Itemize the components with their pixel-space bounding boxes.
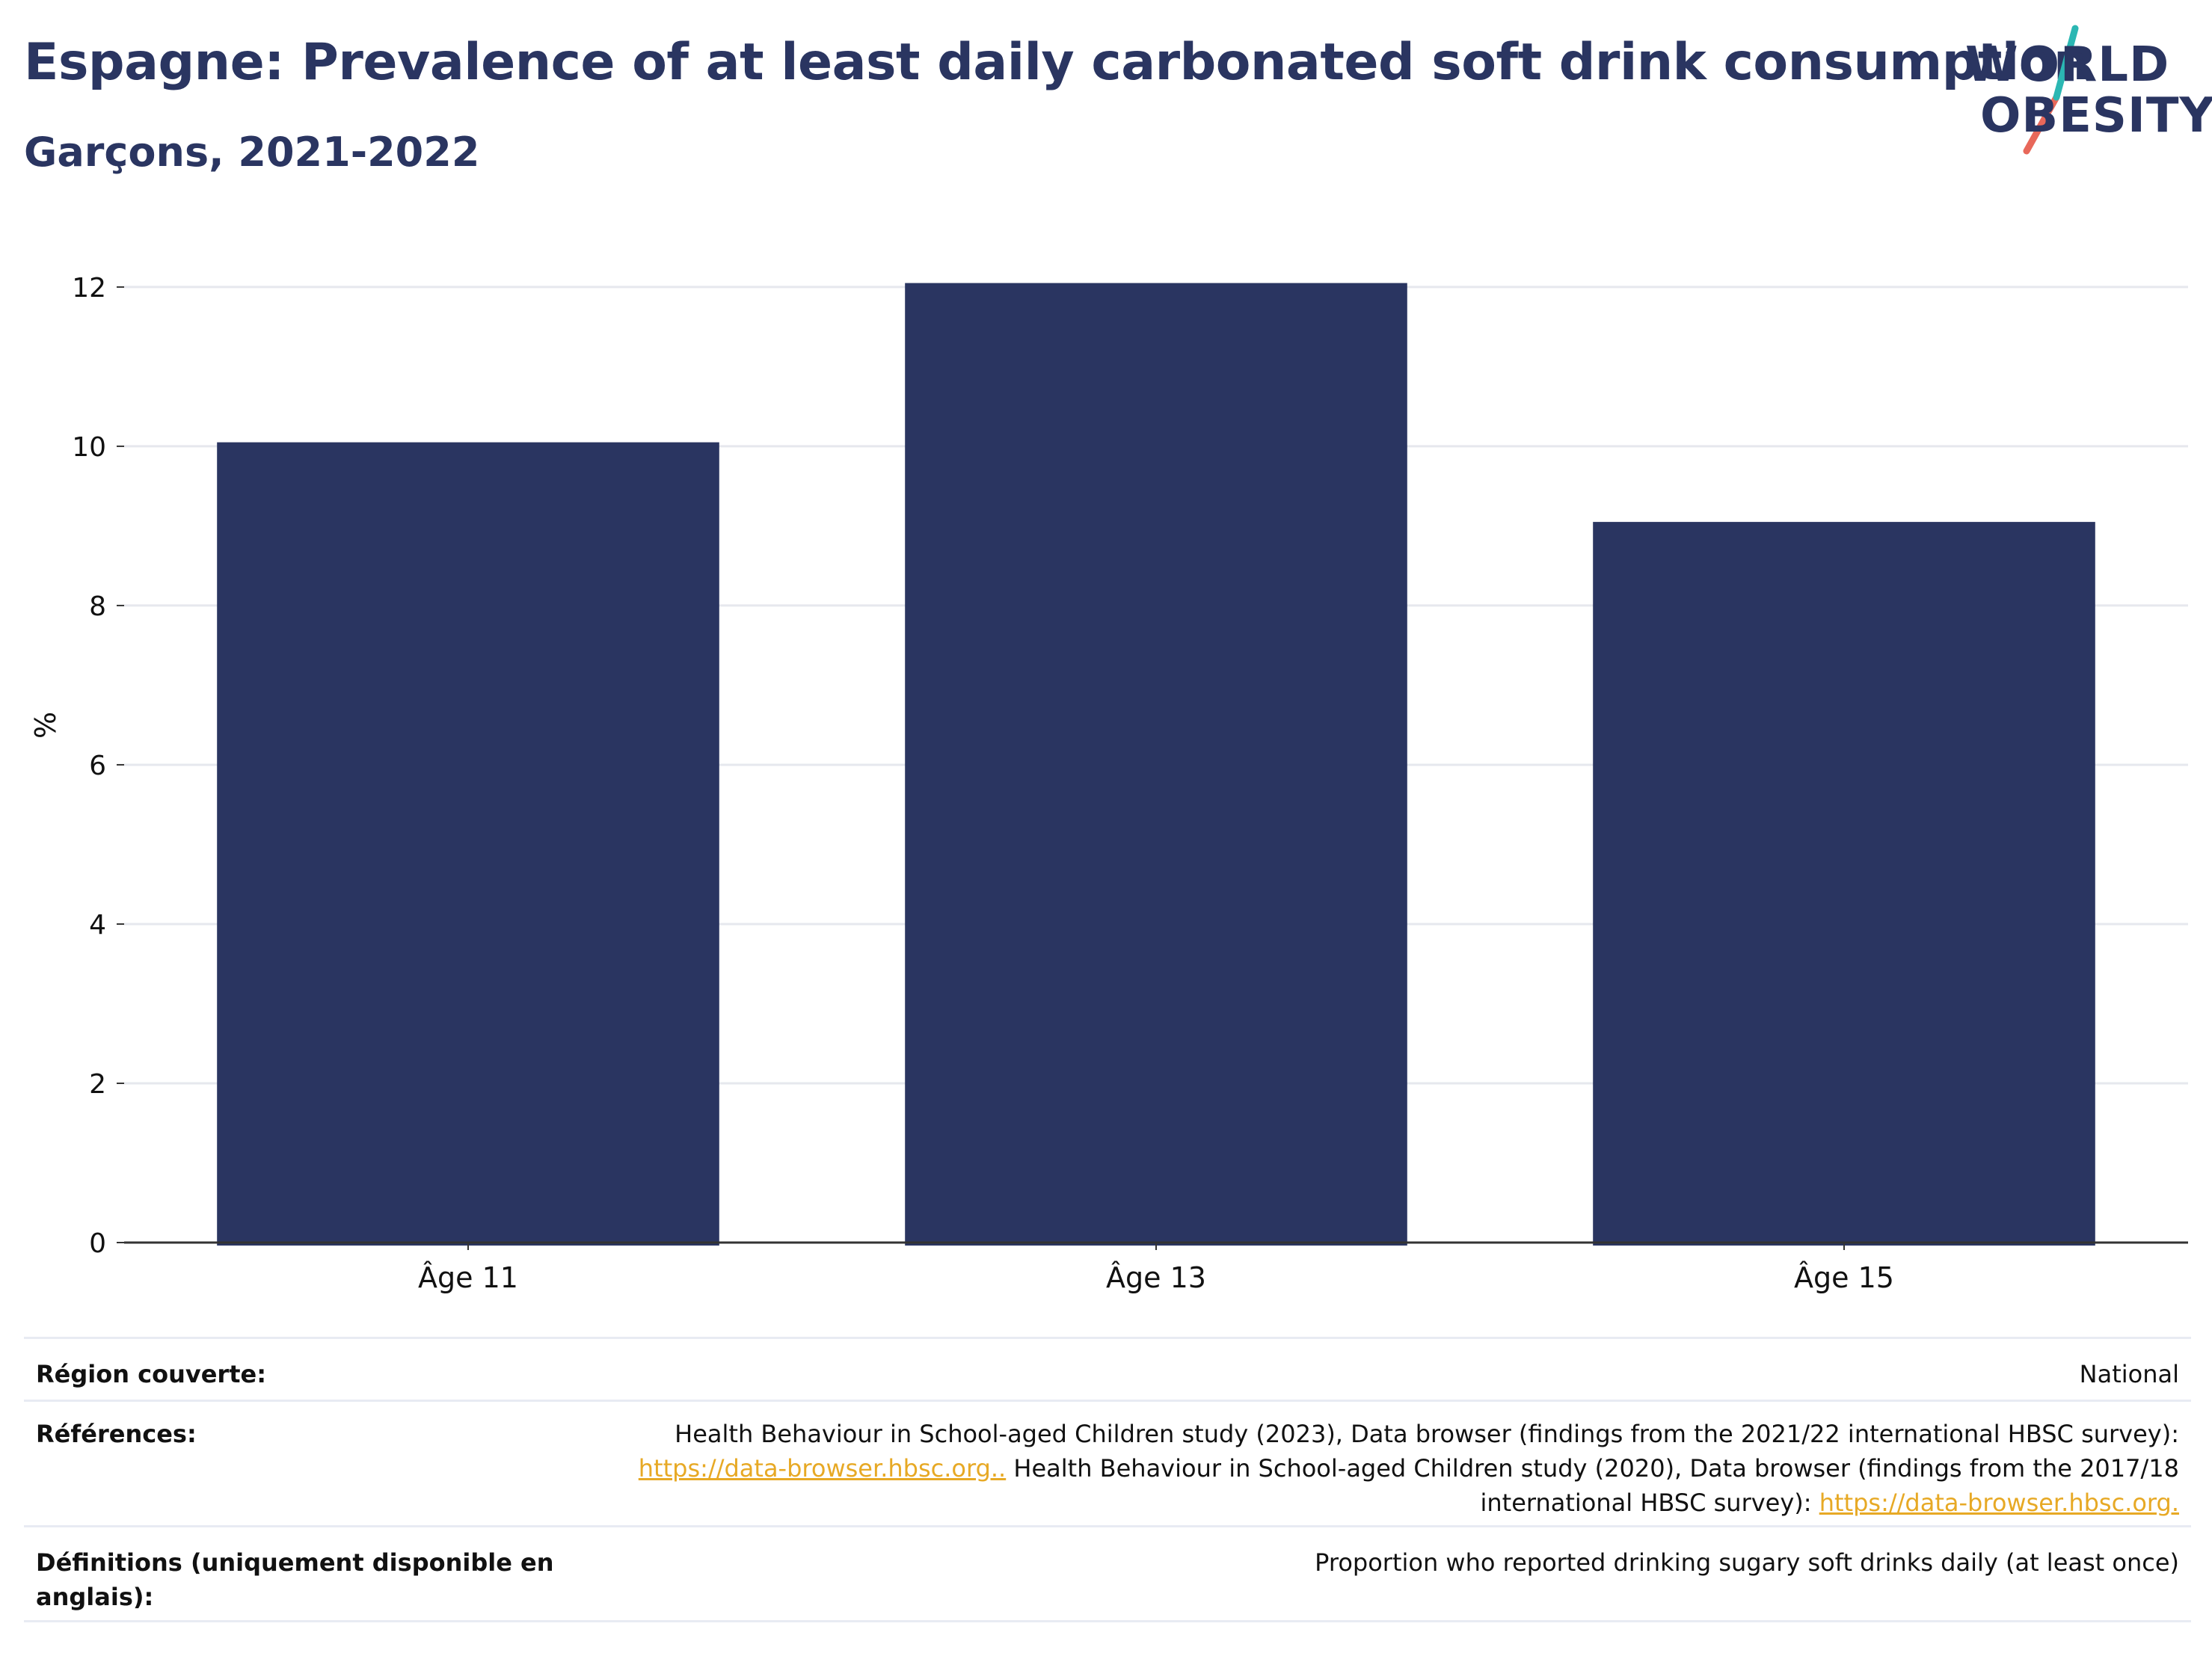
bars — [217, 283, 2095, 1246]
bar--ge-15[interactable] — [1593, 522, 2095, 1246]
y-tick-label: 6 — [89, 751, 106, 781]
references-link-1[interactable]: https://data-browser.hbsc.org.. — [638, 1454, 1007, 1483]
world-obesity-logo: WORLD OBESITY — [1959, 22, 2212, 157]
references-line-3-text: international HBSC survey): — [1480, 1489, 1819, 1517]
references-line-2: https://data-browser.hbsc.org.. Health B… — [534, 1451, 2179, 1486]
logo-slash-icon — [2023, 25, 2079, 155]
definitions-label: Définitions (uniquement disponible en an… — [36, 1545, 554, 1614]
references-line-3: international HBSC survey): https://data… — [534, 1486, 2179, 1520]
region-value: National — [2079, 1360, 2179, 1388]
references-line-2-text: Health Behaviour in School-aged Children… — [1006, 1454, 2179, 1483]
bar-chart: 0 2 4 6 8 10 12 Âge 11 Âge 13 Âge 15 % — [29, 273, 2188, 1294]
references-label: Références: — [36, 1420, 197, 1448]
y-tick-label: 8 — [89, 591, 106, 622]
references-line-1: Health Behaviour in School-aged Children… — [675, 1420, 2179, 1448]
region-label: Région couverte: — [36, 1360, 266, 1388]
y-tick-label: 12 — [72, 273, 106, 304]
x-tick-label: Âge 13 — [1106, 1261, 1206, 1294]
x-tick-label: Âge 11 — [418, 1261, 518, 1294]
info-row-region: Région couverte: National — [24, 1337, 2191, 1400]
chart-title: Espagne: Prevalence of at least daily ca… — [24, 33, 2089, 92]
definitions-value: Proportion who reported drinking sugary … — [1315, 1548, 2179, 1577]
chart-subtitle: Garçons, 2021-2022 — [24, 129, 480, 176]
definitions-label-line-2: anglais): — [36, 1583, 154, 1611]
y-tick-label: 10 — [72, 432, 106, 463]
logo-obesity-text: OBESITY — [1980, 88, 2212, 144]
y-tick-label: 4 — [89, 910, 106, 941]
x-tick-label: Âge 15 — [1794, 1261, 1894, 1294]
y-tick-label: 0 — [89, 1228, 106, 1259]
y-axis-label: % — [29, 712, 62, 739]
logo-world-text: WORLD — [1965, 37, 2170, 93]
y-tick-label: 2 — [89, 1069, 106, 1100]
info-row-references: Références: Health Behaviour in School-a… — [24, 1400, 2191, 1526]
bar--ge-13[interactable] — [905, 283, 1407, 1246]
bar--ge-11[interactable] — [217, 442, 719, 1246]
info-row-definitions: Définitions (uniquement disponible en an… — [24, 1525, 2191, 1622]
definitions-label-line-1: Définitions (uniquement disponible en — [36, 1548, 554, 1577]
references-value: Health Behaviour in School-aged Children… — [534, 1417, 2179, 1520]
references-link-2[interactable]: https://data-browser.hbsc.org. — [1819, 1489, 2179, 1517]
axes: 0 2 4 6 8 10 12 Âge 11 Âge 13 Âge 15 — [72, 273, 2188, 1294]
